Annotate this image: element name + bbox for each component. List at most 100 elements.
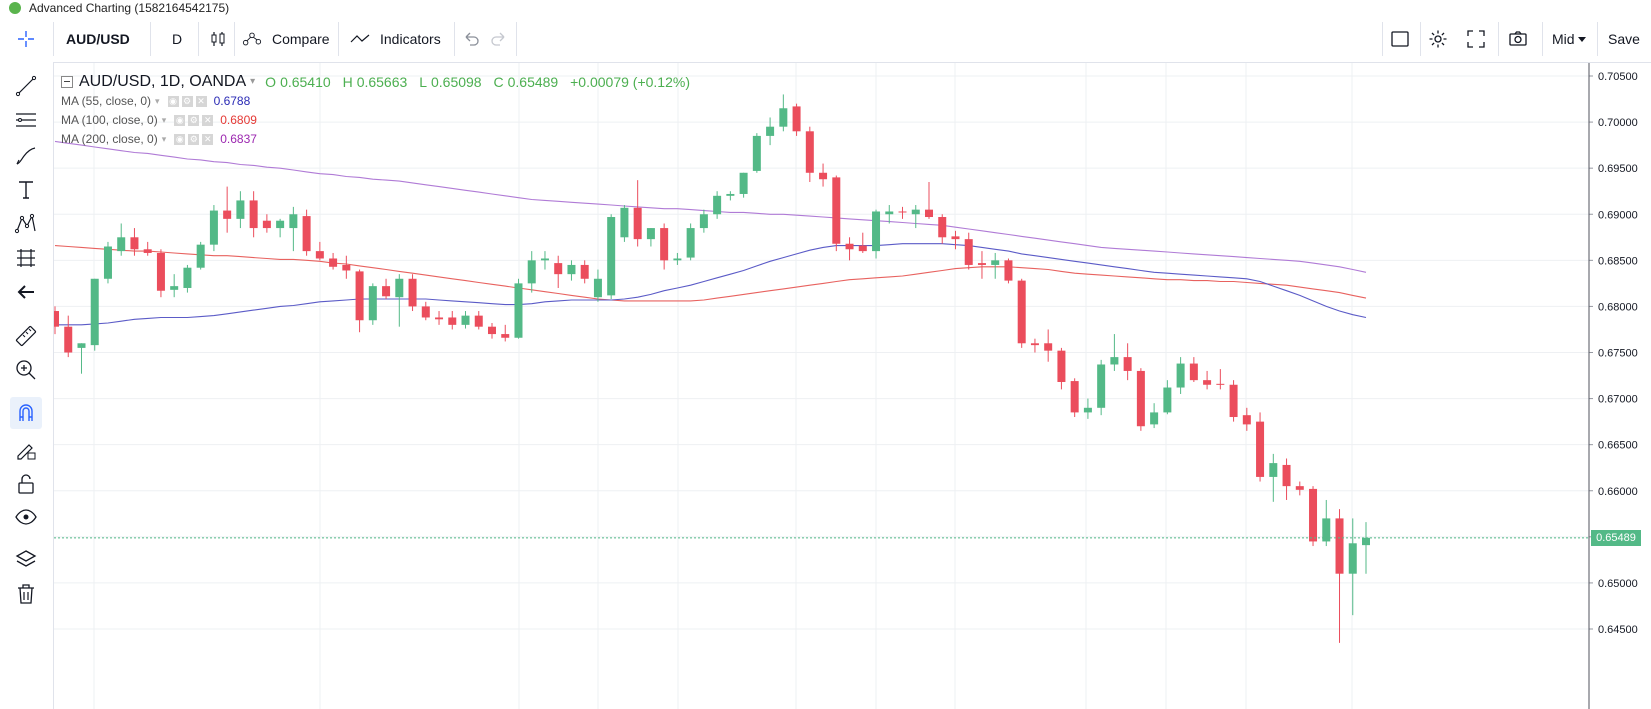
candle-up — [991, 260, 1000, 265]
fullscreen-square-icon[interactable] — [1390, 29, 1410, 49]
eye-toggle-icon[interactable]: ◉ — [174, 115, 186, 126]
horizontal-lines-icon[interactable] — [14, 108, 38, 132]
zoom-in-icon[interactable] — [14, 358, 38, 382]
candle-up — [1362, 537, 1370, 546]
candle-down — [156, 252, 165, 291]
legend-indicator-ma200[interactable]: MA (200, close, 0) ▾ ◉ ⚙ ✕ 0.6837 — [61, 130, 694, 149]
indicator-caret-icon[interactable]: ▾ — [161, 134, 167, 144]
text-icon[interactable] — [14, 178, 38, 202]
candle-down — [633, 207, 642, 240]
candle-up — [90, 278, 99, 346]
chart-pane[interactable]: 0.70500 0.70000 0.69500 0.69000 0.68500 0.680… — [54, 63, 1651, 709]
price-chart[interactable]: 0.70500 0.70000 0.69500 0.69000 0.68500 0.680… — [54, 63, 1651, 709]
price-axis-label: 0.70000 — [1598, 117, 1638, 129]
candle-up — [540, 258, 549, 261]
candle-up — [1348, 543, 1357, 574]
candle-down — [355, 271, 364, 321]
remove-icon[interactable]: ✕ — [202, 134, 214, 145]
candle-down — [1335, 518, 1344, 574]
legend-open-value: 0.65410 — [280, 74, 331, 90]
save-button[interactable]: Save — [1608, 31, 1640, 47]
candle-down — [1229, 384, 1238, 418]
remove-icon[interactable]: ✕ — [195, 96, 207, 107]
layers-icon[interactable] — [14, 548, 38, 572]
candle-down — [1295, 486, 1304, 490]
eye-icon[interactable] — [14, 505, 38, 529]
camera-icon[interactable] — [1508, 29, 1528, 49]
candle-up — [236, 200, 245, 219]
candle-down — [488, 326, 496, 335]
legend-open-label: O — [265, 74, 277, 90]
price-axis-label: 0.64500 — [1598, 624, 1638, 636]
legend-high-label: H — [342, 74, 353, 90]
magnet-icon[interactable] — [14, 401, 38, 425]
candle-down — [223, 210, 232, 219]
candle-down — [660, 228, 669, 261]
candle-down — [448, 317, 457, 325]
settings-icon[interactable]: ⚙ — [188, 115, 200, 126]
candle-down — [580, 264, 589, 279]
eye-toggle-icon[interactable]: ◉ — [174, 134, 186, 145]
legend-close-value: 0.65489 — [507, 74, 559, 90]
settings-icon[interactable]: ⚙ — [188, 134, 200, 145]
top-toolbar: AUD/USD D Compare Indicators — [0, 16, 1651, 63]
candle-down — [64, 326, 73, 353]
indicator-label[interactable]: MA (200, close, 0) — [61, 132, 158, 146]
magnet-active-bg — [10, 397, 42, 429]
candle-down — [1123, 357, 1132, 371]
settings-icon[interactable]: ⚙ — [181, 96, 193, 107]
remove-icon[interactable]: ✕ — [202, 115, 214, 126]
candle-down — [832, 177, 841, 244]
indicator-value: 0.6837 — [220, 132, 257, 146]
lock-pencil-icon[interactable] — [14, 438, 38, 462]
candle-down — [1216, 383, 1225, 385]
candle-down — [819, 172, 828, 180]
legend-symbol-title[interactable]: AUD/USD, 1D, OANDA — [79, 73, 247, 90]
legend-collapse-button[interactable] — [61, 76, 73, 88]
candle-down — [1070, 381, 1079, 413]
legend-ohlc: O 0.65410 H 0.65663 L 0.65098 C 0.65489 +0.0… — [265, 72, 694, 92]
indicators-button[interactable]: Indicators — [380, 31, 441, 47]
indicators-icon[interactable] — [350, 29, 370, 49]
symbol-search[interactable]: AUD/USD — [66, 31, 130, 47]
candle-up — [779, 108, 788, 127]
crosshair-icon[interactable] — [16, 29, 36, 49]
candle-up — [766, 126, 775, 136]
ruler-icon[interactable] — [14, 324, 38, 348]
price-mode-select[interactable]: Mid — [1552, 31, 1575, 47]
candles-chart-type-icon[interactable] — [208, 29, 228, 49]
expand-icon[interactable] — [1466, 29, 1486, 49]
interval-button[interactable]: D — [172, 31, 183, 47]
prediction-icon[interactable] — [14, 246, 38, 270]
candle-up — [1269, 463, 1278, 477]
brush-icon[interactable] — [14, 144, 38, 168]
candle-down — [342, 264, 351, 271]
gear-icon[interactable] — [1428, 29, 1448, 49]
eye-toggle-icon[interactable]: ◉ — [167, 96, 179, 107]
compare-icon[interactable] — [242, 29, 262, 49]
indicator-label[interactable]: MA (100, close, 0) — [61, 113, 158, 127]
candle-up — [872, 211, 881, 252]
legend-indicator-ma100[interactable]: MA (100, close, 0) ▾ ◉ ⚙ ✕ 0.6809 — [61, 111, 694, 130]
indicator-label[interactable]: MA (55, close, 0) — [61, 94, 152, 108]
price-axis-label: 0.66000 — [1598, 486, 1638, 498]
trash-icon[interactable] — [14, 582, 38, 606]
candle-up — [1083, 407, 1092, 413]
price-axis-label: 0.67500 — [1598, 348, 1638, 360]
legend-caret-icon[interactable]: ▾ — [250, 76, 256, 87]
price-axis-label: 0.66500 — [1598, 440, 1638, 452]
candle-down — [1242, 415, 1251, 425]
unlock-icon[interactable] — [14, 472, 38, 496]
back-arrow-icon[interactable] — [14, 280, 38, 304]
candle-down — [554, 263, 563, 275]
legend-indicator-ma55[interactable]: MA (55, close, 0) ▾ ◉ ⚙ ✕ 0.6788 — [61, 92, 694, 111]
candle-up — [395, 278, 404, 298]
indicator-caret-icon[interactable]: ▾ — [155, 96, 160, 106]
indicator-caret-icon[interactable]: ▾ — [161, 115, 167, 125]
compare-button[interactable]: Compare — [272, 31, 330, 47]
pattern-icon[interactable] — [14, 212, 38, 236]
redo-icon[interactable] — [489, 29, 509, 49]
candle-up — [209, 210, 218, 245]
cursor-cross-icon[interactable] — [14, 74, 38, 98]
undo-icon[interactable] — [461, 29, 481, 49]
